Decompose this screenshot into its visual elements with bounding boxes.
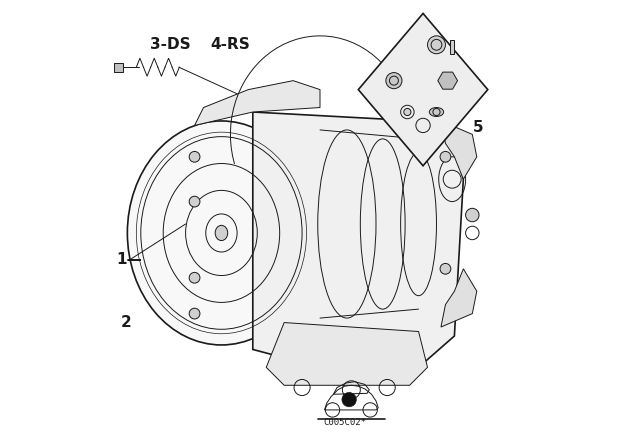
Text: C005C02*: C005C02* — [323, 418, 366, 426]
Circle shape — [189, 196, 200, 207]
Circle shape — [440, 263, 451, 274]
Polygon shape — [438, 72, 458, 89]
Circle shape — [189, 308, 200, 319]
Polygon shape — [114, 63, 123, 72]
Polygon shape — [441, 269, 477, 327]
Circle shape — [465, 208, 479, 222]
Circle shape — [342, 392, 356, 407]
Polygon shape — [450, 40, 454, 54]
Polygon shape — [358, 13, 488, 166]
Circle shape — [440, 151, 451, 162]
Text: 5: 5 — [472, 120, 483, 135]
Ellipse shape — [127, 121, 316, 345]
Circle shape — [386, 73, 402, 89]
Text: 1—: 1— — [116, 252, 142, 267]
Circle shape — [428, 36, 445, 54]
Text: 2: 2 — [121, 315, 131, 330]
Circle shape — [189, 272, 200, 283]
Polygon shape — [266, 323, 428, 385]
Polygon shape — [253, 112, 463, 367]
Ellipse shape — [429, 108, 444, 116]
Circle shape — [189, 151, 200, 162]
Polygon shape — [195, 81, 320, 125]
Circle shape — [404, 108, 411, 116]
Ellipse shape — [215, 225, 228, 241]
Text: 4-RS: 4-RS — [211, 37, 250, 52]
Polygon shape — [441, 121, 477, 179]
Text: 3-DS: 3-DS — [150, 37, 190, 52]
